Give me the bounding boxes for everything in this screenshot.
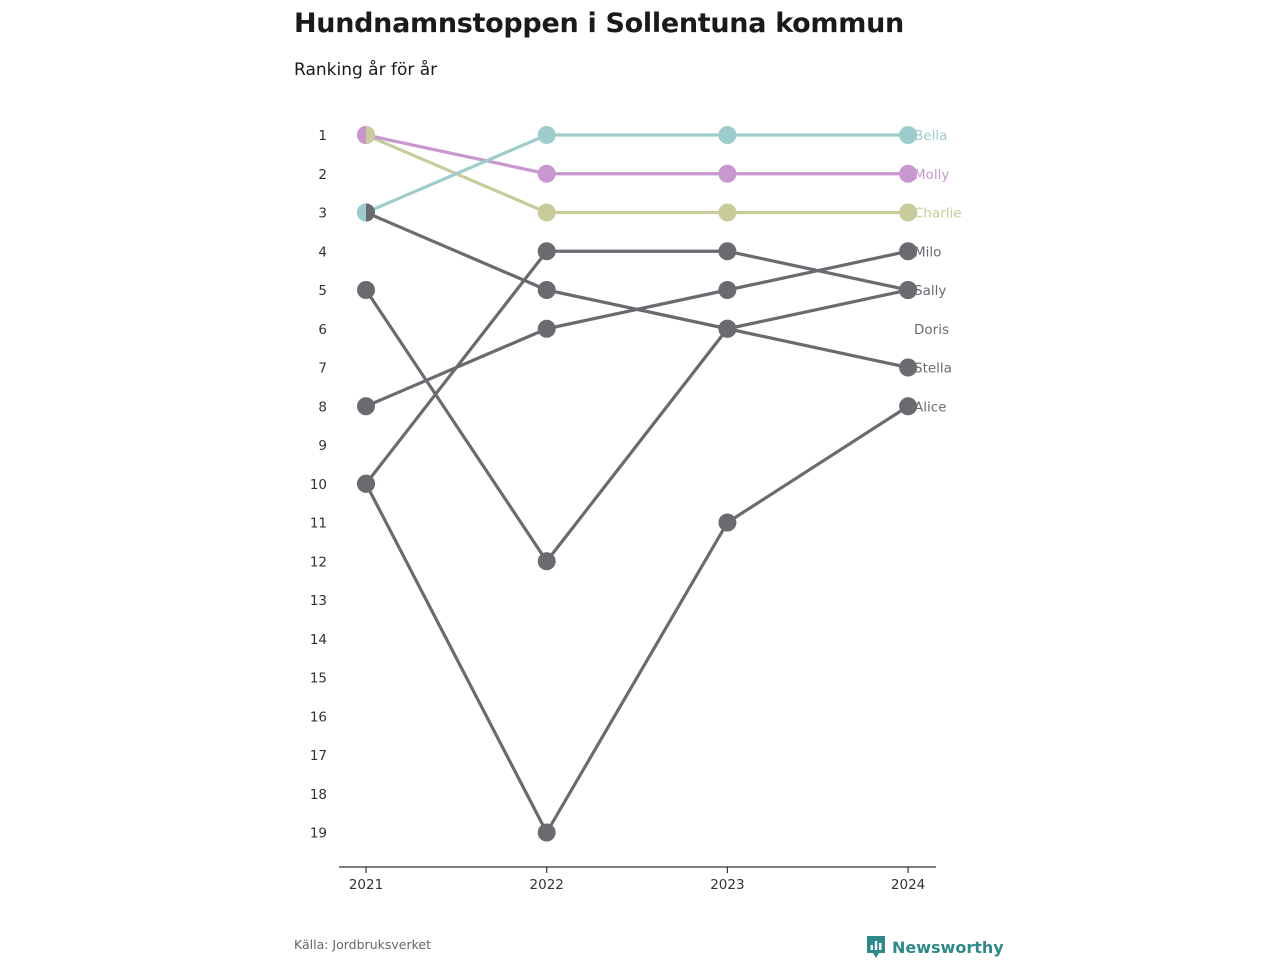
- series-line-molly: [364, 133, 910, 176]
- source-note: Källa: Jordbruksverket: [294, 937, 431, 952]
- y-tick-label: 17: [310, 748, 327, 764]
- y-tick-label: 3: [318, 206, 327, 222]
- brand-logo[interactable]: Newsworthy: [866, 935, 1004, 959]
- x-tick-label: 2023: [710, 877, 744, 893]
- y-tick-label: 12: [310, 554, 327, 570]
- chart-title: Hundnamnstoppen i Sollentuna kommun: [294, 8, 904, 39]
- y-tick-label: 19: [310, 826, 327, 842]
- x-tick-label: 2021: [349, 877, 383, 893]
- data-point-milo: [899, 242, 918, 261]
- series-end-label: Molly: [914, 167, 949, 183]
- y-tick-label: 8: [318, 399, 327, 415]
- split-point-right-half: [366, 126, 375, 144]
- y-tick-label: 15: [310, 671, 327, 687]
- split-point-left-half: [357, 203, 366, 222]
- y-tick-label: 5: [318, 283, 327, 299]
- data-point-bella: [537, 126, 556, 144]
- y-tick-label: 10: [310, 477, 327, 493]
- series-line-bella: [364, 133, 910, 215]
- series-end-label: Stella: [914, 361, 952, 377]
- chart-subtitle: Ranking år för år: [294, 60, 438, 80]
- y-tick-label: 7: [318, 361, 327, 377]
- split-point-right-half: [366, 203, 375, 222]
- y-tick-label: 13: [310, 593, 327, 609]
- data-point-charlie: [718, 203, 737, 222]
- data-point-unnamed: [718, 242, 737, 261]
- x-tick-label: 2022: [530, 877, 564, 893]
- data-point-molly: [718, 164, 737, 183]
- data-point-milo: [357, 397, 375, 416]
- y-tick-label: 18: [310, 787, 327, 803]
- bar-chart-logo-icon: [867, 936, 885, 958]
- data-point-sally: [357, 281, 375, 299]
- series-end-label: Charlie: [914, 206, 962, 222]
- series-end-label: Doris: [914, 322, 949, 338]
- y-tick-label: 2: [318, 167, 327, 183]
- y-tick-label: 1: [318, 128, 327, 144]
- series-line-stella: [364, 210, 910, 370]
- x-tick-label: 2024: [891, 877, 925, 893]
- data-point-unnamed: [537, 242, 556, 261]
- y-tick-label: 9: [318, 438, 327, 454]
- series-line-sally: [364, 288, 910, 563]
- data-point-stella: [899, 358, 918, 377]
- data-point-charlie: [537, 203, 556, 222]
- data-point-alice: [718, 513, 737, 532]
- data-point-milo: [718, 281, 737, 299]
- series-line-milo: [364, 249, 910, 408]
- data-point-bella: [718, 126, 737, 144]
- data-point-stella: [537, 281, 556, 299]
- series-end-label: Sally: [914, 283, 946, 299]
- series-end-label: Bella: [914, 128, 947, 144]
- data-point-milo: [537, 319, 556, 338]
- y-tick-label: 6: [318, 322, 327, 338]
- series-end-label: Milo: [914, 244, 941, 260]
- series-line-unnamed: [364, 249, 910, 486]
- data-point-sally: [718, 319, 737, 338]
- series-line-alice: [364, 404, 910, 835]
- y-tick-label: 16: [310, 709, 327, 725]
- data-point-bella: [899, 126, 918, 144]
- series-end-label: Alice: [914, 399, 946, 415]
- data-point-unnamed: [357, 474, 375, 493]
- split-point-left-half: [357, 126, 366, 144]
- data-point-alice: [537, 823, 556, 842]
- data-point-charlie: [899, 203, 918, 222]
- y-tick-label: 11: [310, 516, 327, 532]
- y-tick-label: 14: [310, 632, 327, 648]
- y-tick-label: 4: [318, 244, 327, 260]
- brand-name: Newsworthy: [892, 937, 1004, 957]
- data-point-alice: [899, 397, 918, 416]
- data-point-molly: [537, 164, 556, 183]
- data-point-sally: [537, 552, 556, 571]
- data-point-unnamed: [899, 281, 918, 299]
- data-point-molly: [899, 164, 918, 183]
